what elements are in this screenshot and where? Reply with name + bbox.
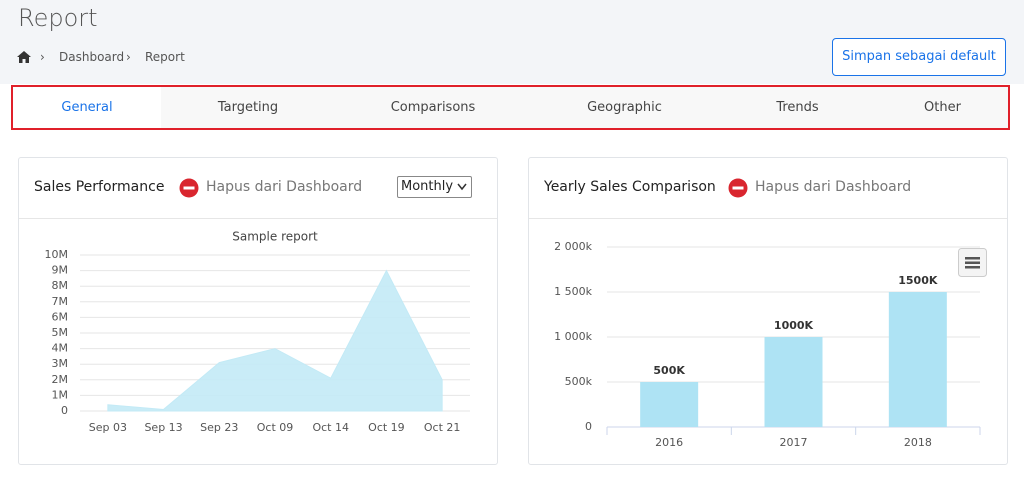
select-value: Monthly [401,179,454,194]
chevron [457,183,467,191]
panel: Yearly Sales Comparison Hapus dari Dashb… [528,157,1008,465]
tab[interactable]: Other [877,87,1008,128]
separator: › [40,50,45,64]
panel-title: Yearly Sales Comparison [544,179,716,195]
period-select[interactable]: Monthly [397,176,472,198]
page-title: Report [18,4,98,32]
tab[interactable]: Targeting [161,87,336,128]
tab[interactable]: Geographic [531,87,719,128]
tab-bar: General Targeting Comparisons Geographic… [11,85,1010,130]
panel-title: Sales Performance [34,179,165,195]
panel: Sales Performance Hapus dari Dashboard M… [18,157,498,465]
panel-header: Yearly Sales Comparison Hapus dari Dashb… [529,158,1007,219]
tab[interactable]: Trends [718,87,878,128]
breadcrumb-link[interactable]: Dashboard [59,50,125,64]
remove-icon[interactable] [179,178,199,198]
remove-icon[interactable] [728,178,748,198]
tab[interactable]: General [13,87,162,128]
chart-menu-button[interactable] [958,248,987,277]
tab[interactable]: Comparisons [335,87,532,128]
remove-link[interactable]: Hapus dari Dashboard [755,179,912,195]
panel-header: Sales Performance Hapus dari Dashboard M… [19,158,497,219]
separator: › [126,50,131,64]
remove-link[interactable]: Hapus dari Dashboard [206,179,363,195]
breadcrumb-current: Report [145,50,185,64]
home-icon[interactable] [17,51,31,63]
save-default-button[interactable]: Simpan sebagai default [832,38,1006,76]
